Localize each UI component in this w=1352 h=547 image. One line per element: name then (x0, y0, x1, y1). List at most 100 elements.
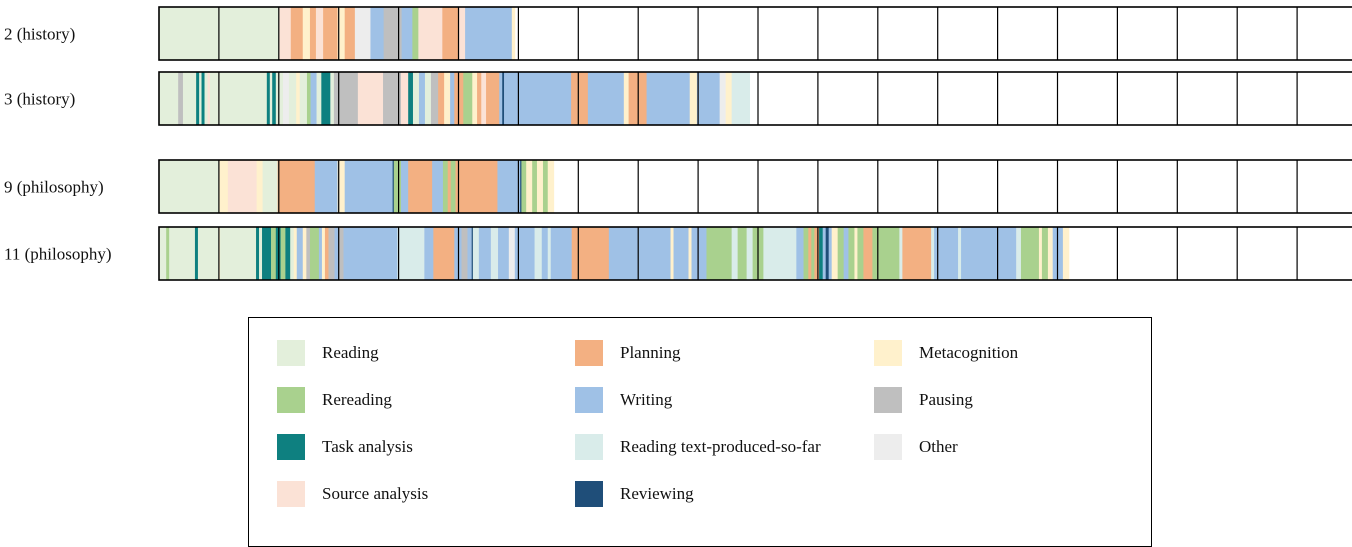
segment-source-analysis (315, 7, 324, 60)
segment-planning (571, 72, 589, 125)
segment-reading (269, 72, 273, 125)
segment-other (719, 72, 727, 125)
segment-source-analysis (227, 160, 258, 213)
segment-metacognition (296, 72, 301, 125)
segment-reading (159, 227, 167, 280)
segment-metacognition (1062, 227, 1070, 280)
row-frame (158, 159, 1352, 214)
segment-reading (182, 72, 197, 125)
segment-rereading (1041, 227, 1049, 280)
segment-pausing (338, 227, 344, 280)
segment-writing (344, 160, 394, 213)
segment-task-analysis (285, 227, 291, 280)
segment-writing (343, 227, 398, 280)
segment-planning (309, 7, 317, 60)
segment-rereading (442, 160, 449, 213)
segment-metacognition (444, 72, 451, 125)
segment-planning (323, 7, 338, 60)
segment-writing (400, 160, 409, 213)
segment-metacognition (536, 160, 544, 213)
segment-rereading (521, 160, 527, 213)
segment-reading (424, 72, 432, 125)
segment-pausing (430, 72, 439, 125)
segment-metacognition (472, 72, 478, 125)
segment-rereading (857, 227, 864, 280)
segment-pausing (178, 72, 184, 125)
segment-task-analysis (266, 72, 271, 125)
segment-metacognition (831, 227, 839, 280)
segment-task-analysis (201, 72, 205, 125)
segment-reading-text-so-far (490, 227, 499, 280)
segment-reading (262, 160, 279, 213)
legend-item: Reading text-produced-so-far (575, 434, 821, 460)
segment-writing (401, 7, 413, 60)
segment-writing (504, 72, 572, 125)
segment-writing (691, 227, 707, 280)
row-label: 11 (philosophy) (4, 245, 112, 264)
legend-label: Task analysis (322, 437, 413, 456)
segment-writing (418, 72, 426, 125)
legend-item: Task analysis (277, 434, 413, 460)
segment-planning (324, 227, 329, 280)
segment-task-analysis (272, 72, 277, 125)
segment-planning (486, 72, 500, 125)
segment-rereading (309, 227, 320, 280)
segment-other (508, 227, 516, 280)
segment-metacognition (293, 227, 298, 280)
legend-swatch (575, 481, 603, 507)
segment-rereading (837, 227, 845, 280)
legend-label: Rereading (322, 390, 392, 409)
segment-reading (259, 227, 263, 280)
legend-item: Writing (575, 387, 672, 413)
legend-swatch (575, 340, 603, 366)
segment-reading (288, 72, 297, 125)
segment-reading (218, 7, 280, 60)
segment-writing (370, 7, 385, 60)
segment-planning (902, 227, 932, 280)
segment-metacognition (670, 227, 674, 280)
segment-metacognition (321, 227, 326, 280)
row-label: 9 (philosophy) (4, 178, 104, 197)
legend-label: Source analysis (322, 484, 429, 503)
segment-rereading (271, 227, 277, 280)
segment-metacognition (689, 72, 698, 125)
row-frame (158, 226, 1352, 281)
segment-pausing (306, 227, 311, 280)
segment-reviewing (520, 160, 522, 213)
segment-planning (863, 227, 873, 280)
segment-other (354, 7, 371, 60)
segment-reading (199, 72, 202, 125)
segment-source-analysis (278, 7, 292, 60)
segment-writing (796, 227, 804, 280)
segment-reading-text-so-far (472, 227, 480, 280)
segment-planning (290, 7, 304, 60)
legend-label: Other (919, 437, 958, 456)
segment-writing (822, 227, 827, 280)
segment-writing (450, 72, 455, 125)
segment-task-analysis (256, 227, 260, 280)
legend: Reading Rereading Task analysis Source anal… (248, 317, 1152, 547)
segment-pausing (328, 227, 335, 280)
timeline-chart: 2 (history) 3 (history) 9 (philosophy) 11 (… (4, 6, 1352, 281)
segment-reviewing (825, 227, 830, 280)
segment-metacognition (547, 160, 555, 213)
legend-label: Reviewing (620, 484, 694, 503)
segment-source-analysis (418, 7, 443, 60)
segment-writing (608, 227, 671, 280)
segment-metacognition (302, 7, 311, 60)
segment-writing (673, 227, 689, 280)
legend-swatch (277, 481, 305, 507)
row-frame (158, 6, 1352, 61)
segment-metacognition (218, 227, 221, 280)
segment-rereading (532, 160, 538, 213)
segment-writing (696, 72, 721, 125)
segment-reading (299, 72, 308, 125)
segment-metacognition (725, 72, 733, 125)
segment-writing (467, 227, 473, 280)
segment-rereading (803, 227, 809, 280)
segment-source-analysis (459, 7, 466, 60)
segment-task-analysis (408, 72, 414, 125)
segment-metacognition (256, 160, 264, 213)
segment-reading (159, 72, 179, 125)
segment-writing (961, 227, 1017, 280)
